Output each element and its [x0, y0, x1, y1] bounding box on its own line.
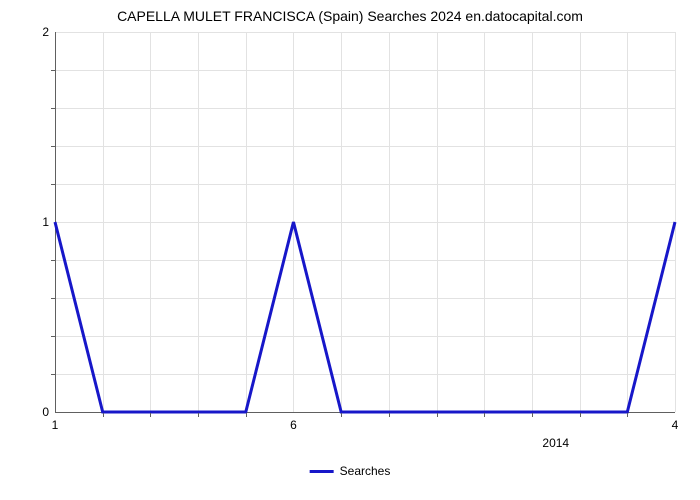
y-minor-tick — [51, 146, 55, 147]
y-tick-label: 2 — [19, 25, 49, 39]
plot-area — [55, 32, 675, 412]
x-tick-label: 6 — [290, 418, 297, 432]
legend: Searches — [310, 464, 391, 478]
x-minor-tick — [103, 413, 104, 417]
chart-title: CAPELLA MULET FRANCISCA (Spain) Searches… — [0, 8, 700, 24]
x-minor-tick — [580, 413, 581, 417]
chart-container: CAPELLA MULET FRANCISCA (Spain) Searches… — [0, 8, 700, 30]
series-layer — [55, 32, 675, 412]
legend-label: Searches — [340, 464, 391, 478]
x-tick-label: 4 — [672, 418, 679, 432]
y-minor-tick — [51, 336, 55, 337]
x-tick-label: 1 — [52, 418, 59, 432]
grid-line-vertical — [675, 32, 676, 412]
x-minor-tick — [341, 413, 342, 417]
x-minor-tick — [484, 413, 485, 417]
x-minor-tick — [389, 413, 390, 417]
y-minor-tick — [51, 108, 55, 109]
y-tick-label: 1 — [19, 215, 49, 229]
legend-swatch — [310, 470, 334, 473]
y-minor-tick — [51, 70, 55, 71]
x-minor-tick — [198, 413, 199, 417]
x-minor-tick — [150, 413, 151, 417]
x-minor-tick — [627, 413, 628, 417]
series-line — [55, 222, 675, 412]
x-minor-tick — [246, 413, 247, 417]
x-minor-tick — [437, 413, 438, 417]
y-minor-tick — [51, 260, 55, 261]
y-minor-tick — [51, 184, 55, 185]
x-secondary-label: 2014 — [542, 436, 569, 450]
y-minor-tick — [51, 374, 55, 375]
y-tick-label: 0 — [19, 405, 49, 419]
y-minor-tick — [51, 298, 55, 299]
x-minor-tick — [532, 413, 533, 417]
